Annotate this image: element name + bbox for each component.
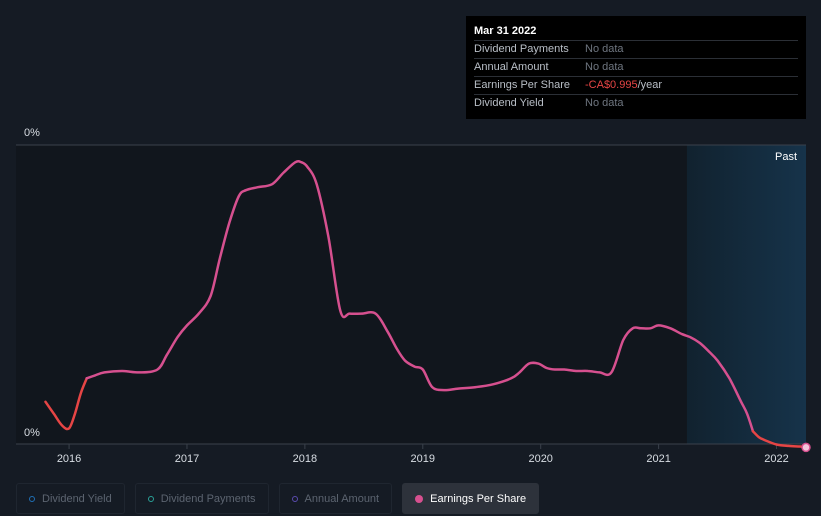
- x-tick-label: 2019: [411, 453, 435, 465]
- tooltip-label: Earnings Per Share: [474, 79, 570, 91]
- past-region: [686, 145, 806, 444]
- y-tick-bottom: 0%: [24, 427, 40, 439]
- eps-highlight-point[interactable]: [801, 442, 811, 453]
- tooltip-label: Annual Amount: [474, 61, 549, 73]
- legend: Dividend Yield Dividend Payments Annual …: [16, 483, 549, 515]
- y-tick-top: 0%: [24, 127, 40, 139]
- tooltip-label: Dividend Payments: [474, 43, 569, 55]
- tooltip-value: No data: [585, 97, 624, 109]
- tooltip-row-dividend-payments: Dividend Payments No data: [474, 40, 798, 58]
- past-label: Past: [775, 151, 797, 163]
- tooltip-row-earnings-per-share: Earnings Per Share -CA$0.995/year: [474, 76, 798, 94]
- tooltip-panel: Mar 31 2022 Dividend Payments No data An…: [466, 16, 806, 119]
- legend-dot-icon: [29, 495, 35, 502]
- tooltip-unit: /year: [637, 79, 663, 91]
- x-axis-ticks: 2016 2017 2018 2019 2020 2021 2022: [57, 444, 789, 465]
- tooltip-value: No data: [585, 61, 624, 73]
- legend-label: Dividend Payments: [160, 492, 256, 505]
- plot-background: [16, 145, 688, 444]
- legend-label: Earnings Per Share: [430, 492, 527, 505]
- x-tick-label: 2018: [293, 453, 317, 465]
- x-tick-label: 2016: [57, 453, 81, 465]
- eps-line-decline-late: [751, 429, 808, 449]
- eps-line-decline-early: [44, 377, 88, 431]
- x-tick-label: 2022: [764, 453, 788, 465]
- legend-dot-icon: [415, 494, 424, 503]
- tooltip-date: Mar 31 2022: [474, 25, 537, 37]
- eps-series: [44, 160, 811, 453]
- legend-label: Dividend Yield: [42, 492, 112, 505]
- eps-line: [85, 160, 755, 433]
- tooltip-value: -CA$0.995: [585, 79, 638, 91]
- legend-dot-icon: [147, 495, 154, 502]
- legend-dividend-yield[interactable]: Dividend Yield: [16, 483, 125, 514]
- legend-dividend-payments[interactable]: Dividend Payments: [134, 483, 269, 514]
- legend-earnings-per-share[interactable]: Earnings Per Share: [402, 483, 540, 514]
- tooltip-row-annual-amount: Annual Amount No data: [474, 58, 798, 76]
- legend-label: Annual Amount: [304, 492, 380, 505]
- tooltip-label: Dividend Yield: [474, 97, 544, 109]
- legend-annual-amount[interactable]: Annual Amount: [278, 483, 393, 514]
- x-tick-label: 2020: [528, 453, 552, 465]
- tooltip-row-dividend-yield: Dividend Yield No data: [474, 94, 798, 112]
- legend-dot-icon: [291, 495, 298, 502]
- x-tick-label: 2021: [646, 453, 670, 465]
- x-tick-label: 2017: [175, 453, 199, 465]
- tooltip-value: No data: [585, 43, 624, 55]
